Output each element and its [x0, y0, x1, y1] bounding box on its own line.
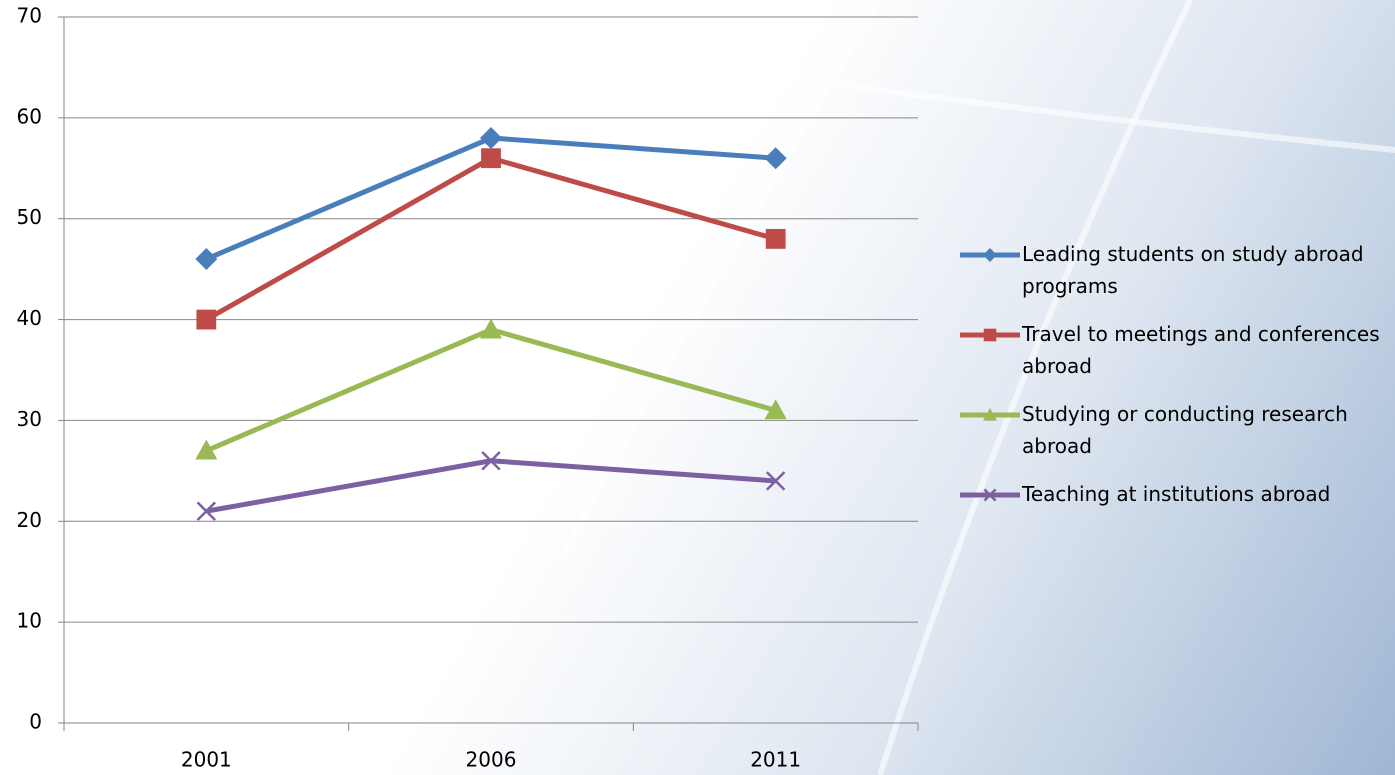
data-point [481, 148, 501, 169]
x-tick-label: 2011 [750, 748, 801, 772]
y-tick-label: 10 [17, 609, 42, 633]
background-decor [299, 0, 1395, 775]
data-point [195, 248, 218, 271]
data-point [195, 439, 218, 460]
data-point [764, 147, 787, 170]
legend-entry: Teaching at institutions abroad [958, 478, 1395, 558]
legend-label: Teaching at institutions abroad [1022, 482, 1331, 506]
legend-marker [983, 248, 997, 262]
legend-swatch [960, 328, 1020, 342]
data-point [196, 501, 217, 521]
legend-marker [983, 488, 997, 502]
data-point [481, 451, 501, 471]
series-line [205, 458, 776, 514]
y-tick-label: 20 [17, 508, 42, 532]
x-tick-label: 2001 [181, 748, 232, 772]
legend-entry: Travel to meetings and conferences abroa… [958, 318, 1395, 398]
legend-label: Travel to meetings and conferences abroa… [1022, 322, 1380, 378]
y-tick-label: 50 [17, 205, 42, 229]
legend-label: Studying or conducting research abroad [1022, 402, 1348, 458]
legend: Leading students on study abroad program… [958, 238, 1395, 558]
legend-entry: Studying or conducting research abroad [958, 398, 1395, 478]
data-point [765, 228, 786, 249]
legend-swatch [960, 248, 1020, 262]
y-tick-label: 60 [17, 104, 42, 128]
legend-marker [983, 408, 997, 421]
x-tick-label: 2006 [466, 748, 517, 772]
y-tick-label: 70 [17, 4, 42, 28]
y-tick-label: 40 [17, 306, 42, 330]
y-tick-label: 30 [17, 407, 42, 431]
data-point [765, 471, 786, 491]
legend-entry: Leading students on study abroad program… [958, 238, 1395, 318]
series-line [205, 155, 777, 322]
y-tick-label: 0 [29, 710, 42, 734]
data-point [196, 309, 217, 330]
legend-label: Leading students on study abroad program… [1022, 242, 1364, 298]
data-point [480, 318, 502, 339]
legend-swatch [960, 408, 1020, 421]
series-line [205, 327, 777, 453]
data-point [764, 399, 787, 420]
legend-swatch [960, 488, 1020, 502]
data-point [480, 127, 502, 150]
legend-marker [983, 328, 997, 342]
